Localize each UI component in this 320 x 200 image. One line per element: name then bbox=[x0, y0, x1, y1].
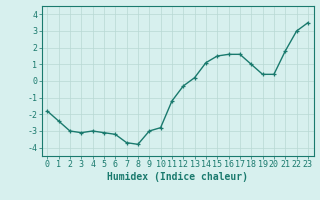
X-axis label: Humidex (Indice chaleur): Humidex (Indice chaleur) bbox=[107, 172, 248, 182]
